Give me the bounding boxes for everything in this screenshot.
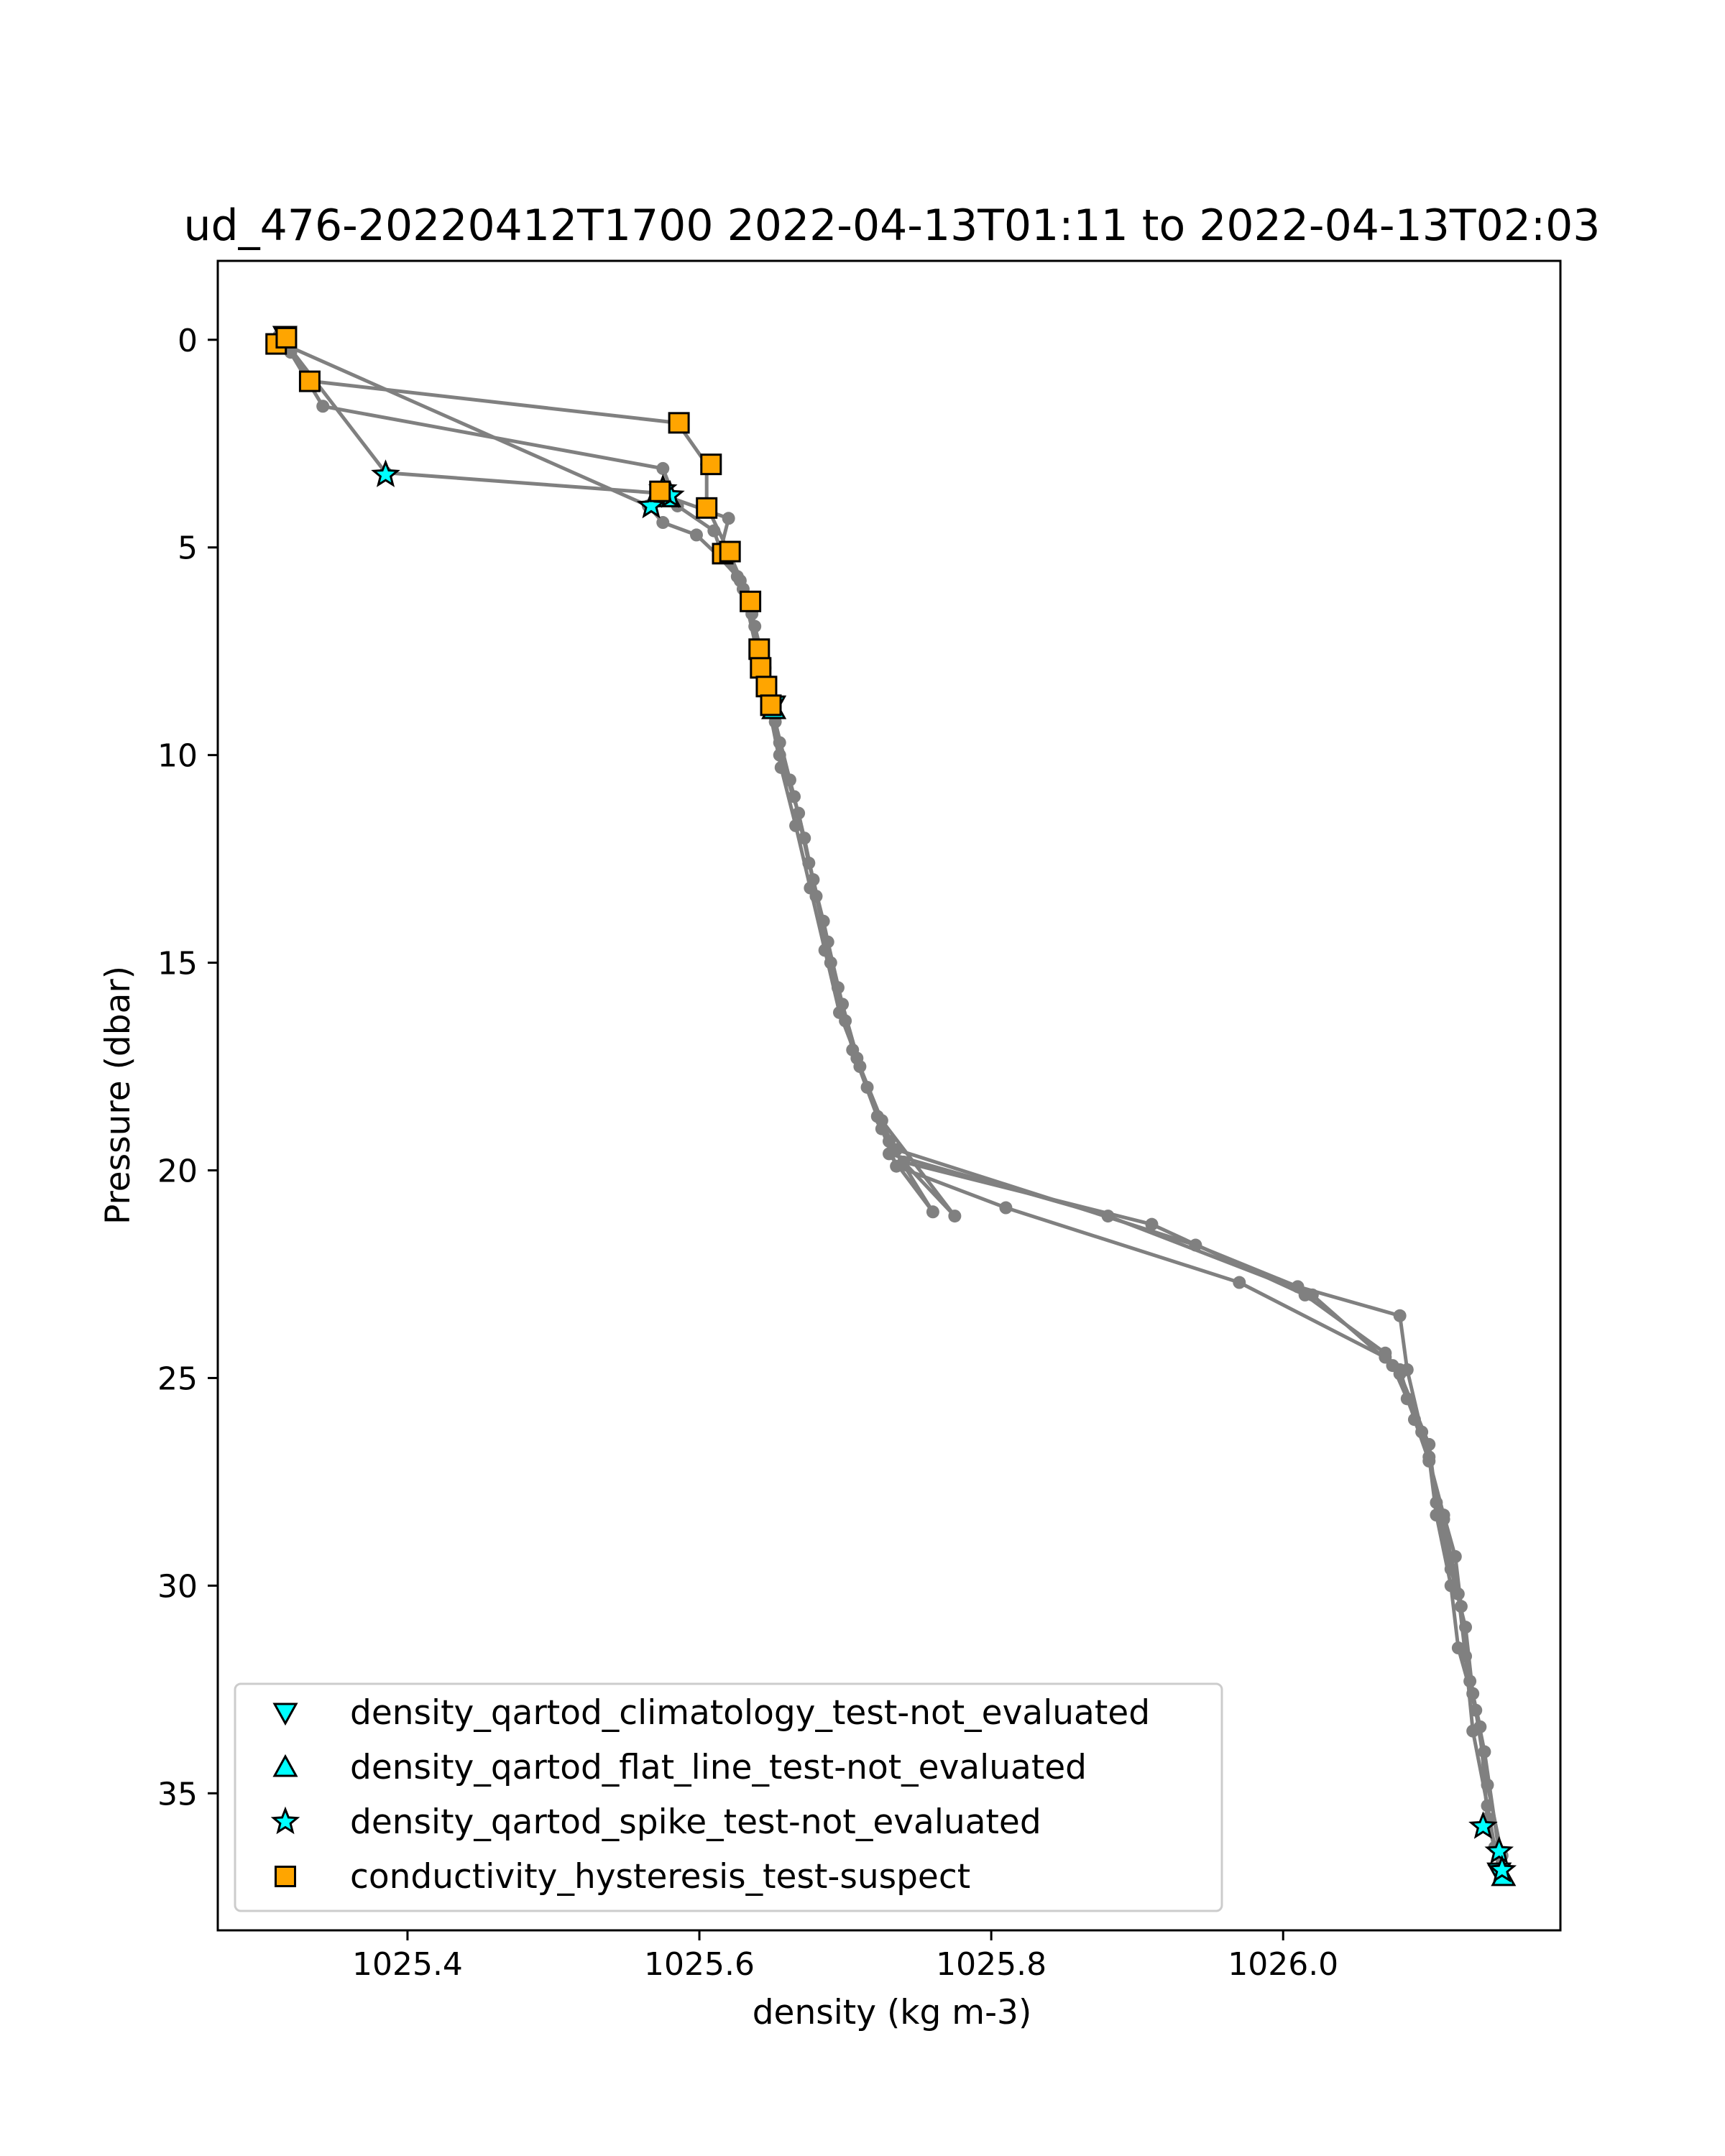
profile-point — [1291, 1280, 1305, 1294]
axes: 1025.4 1025.6 1025.8 1026.0 0 5 10 15 20 25 30 35 — [157, 259, 1562, 1983]
legend: density_qartod_climatology_test-not_eval… — [234, 1682, 1223, 1912]
profile-point — [999, 1201, 1013, 1215]
x-axis-label: density (kg m-3) — [753, 1993, 1032, 2032]
legend-marker-square — [275, 1866, 296, 1887]
profile-point — [897, 1155, 911, 1169]
profile-point — [1444, 1562, 1458, 1576]
y-tick-label: 0 — [178, 323, 198, 359]
profile-point — [870, 1110, 884, 1123]
profile-point — [1463, 1674, 1477, 1688]
profile-point — [1473, 1720, 1487, 1733]
profile-point — [1233, 1276, 1246, 1289]
x-tick-label: 1025.6 — [644, 1946, 755, 1983]
profile-point — [730, 570, 744, 584]
profile-point — [804, 881, 817, 895]
plot-area — [265, 326, 1517, 1886]
y-tick-label: 20 — [157, 1153, 198, 1190]
flag-marker-square — [696, 497, 718, 519]
y-tick-label: 35 — [157, 1776, 198, 1812]
profile-point — [850, 1051, 864, 1065]
flag-marker-square — [760, 694, 782, 717]
flag-marker-square — [748, 638, 770, 660]
profile-point — [1451, 1641, 1465, 1655]
chart-title: ud_476-20220412T1700 2022-04-13T01:11 to… — [184, 201, 1601, 251]
flag-marker-square — [298, 370, 321, 392]
legend-label: density_qartod_climatology_test-not_eval… — [350, 1693, 1150, 1733]
profile-point — [832, 1005, 846, 1019]
profile-point — [926, 1205, 939, 1219]
profile-point — [774, 760, 788, 774]
flag-marker-square — [275, 326, 298, 349]
legend-box — [234, 1682, 1223, 1912]
axes-frame — [216, 259, 1562, 1932]
profile-point — [1448, 1549, 1462, 1563]
profile-point — [1437, 1508, 1450, 1522]
flag-marker-star — [1484, 1835, 1514, 1864]
legend-marker-triangle-down — [272, 1703, 298, 1726]
flag-marker-square — [649, 480, 671, 502]
legend-label: density_qartod_flat_line_test-not_evalua… — [350, 1748, 1087, 1787]
flag-marker-square — [740, 590, 762, 612]
flag-marker-square — [719, 540, 741, 563]
flag-marker-star — [1468, 1811, 1498, 1839]
profile-point — [1145, 1217, 1159, 1231]
flag-marker-square — [750, 657, 772, 679]
flag-marker-square — [700, 453, 722, 476]
profile-point — [890, 1143, 903, 1156]
y-tick-label: 15 — [157, 946, 198, 982]
profile-point — [789, 819, 803, 832]
legend-label: conductivity_hysteresis_test-suspect — [350, 1857, 970, 1897]
profile-point — [1298, 1288, 1312, 1302]
y-tick-label: 30 — [157, 1568, 198, 1605]
profile-point — [1415, 1425, 1429, 1439]
profile-point — [707, 524, 721, 538]
x-tick-label: 1025.4 — [352, 1946, 463, 1983]
legend-marker-star — [270, 1806, 300, 1835]
profile-point — [656, 461, 670, 475]
flag-marker-star — [371, 459, 400, 487]
profile-point — [1379, 1346, 1392, 1360]
y-tick-label: 10 — [157, 738, 198, 775]
profile-point — [792, 806, 806, 820]
profile-point — [1189, 1238, 1202, 1252]
profile-point — [689, 528, 703, 542]
flag-marker-square — [668, 412, 690, 434]
profile-point — [1393, 1309, 1407, 1322]
profile-point — [948, 1210, 962, 1223]
profile-point — [656, 516, 670, 530]
flag-marker-star — [1487, 1854, 1517, 1883]
y-tick-label: 5 — [178, 530, 198, 567]
x-tick-label: 1026.0 — [1228, 1946, 1338, 1983]
profile-point — [818, 944, 832, 957]
profile-point — [316, 400, 330, 413]
y-tick-label: 25 — [157, 1360, 198, 1397]
profile-point — [1400, 1363, 1414, 1376]
flag-marker-square — [755, 676, 778, 698]
legend-label: density_qartod_spike_test-not_evaluated — [350, 1802, 1041, 1842]
legend-marker-triangle-up — [272, 1754, 298, 1777]
profile-point — [722, 512, 735, 525]
y-axis-label: Pressure (dbar) — [98, 966, 138, 1225]
x-tick-label: 1025.8 — [936, 1946, 1046, 1983]
profile-point — [1454, 1600, 1468, 1613]
